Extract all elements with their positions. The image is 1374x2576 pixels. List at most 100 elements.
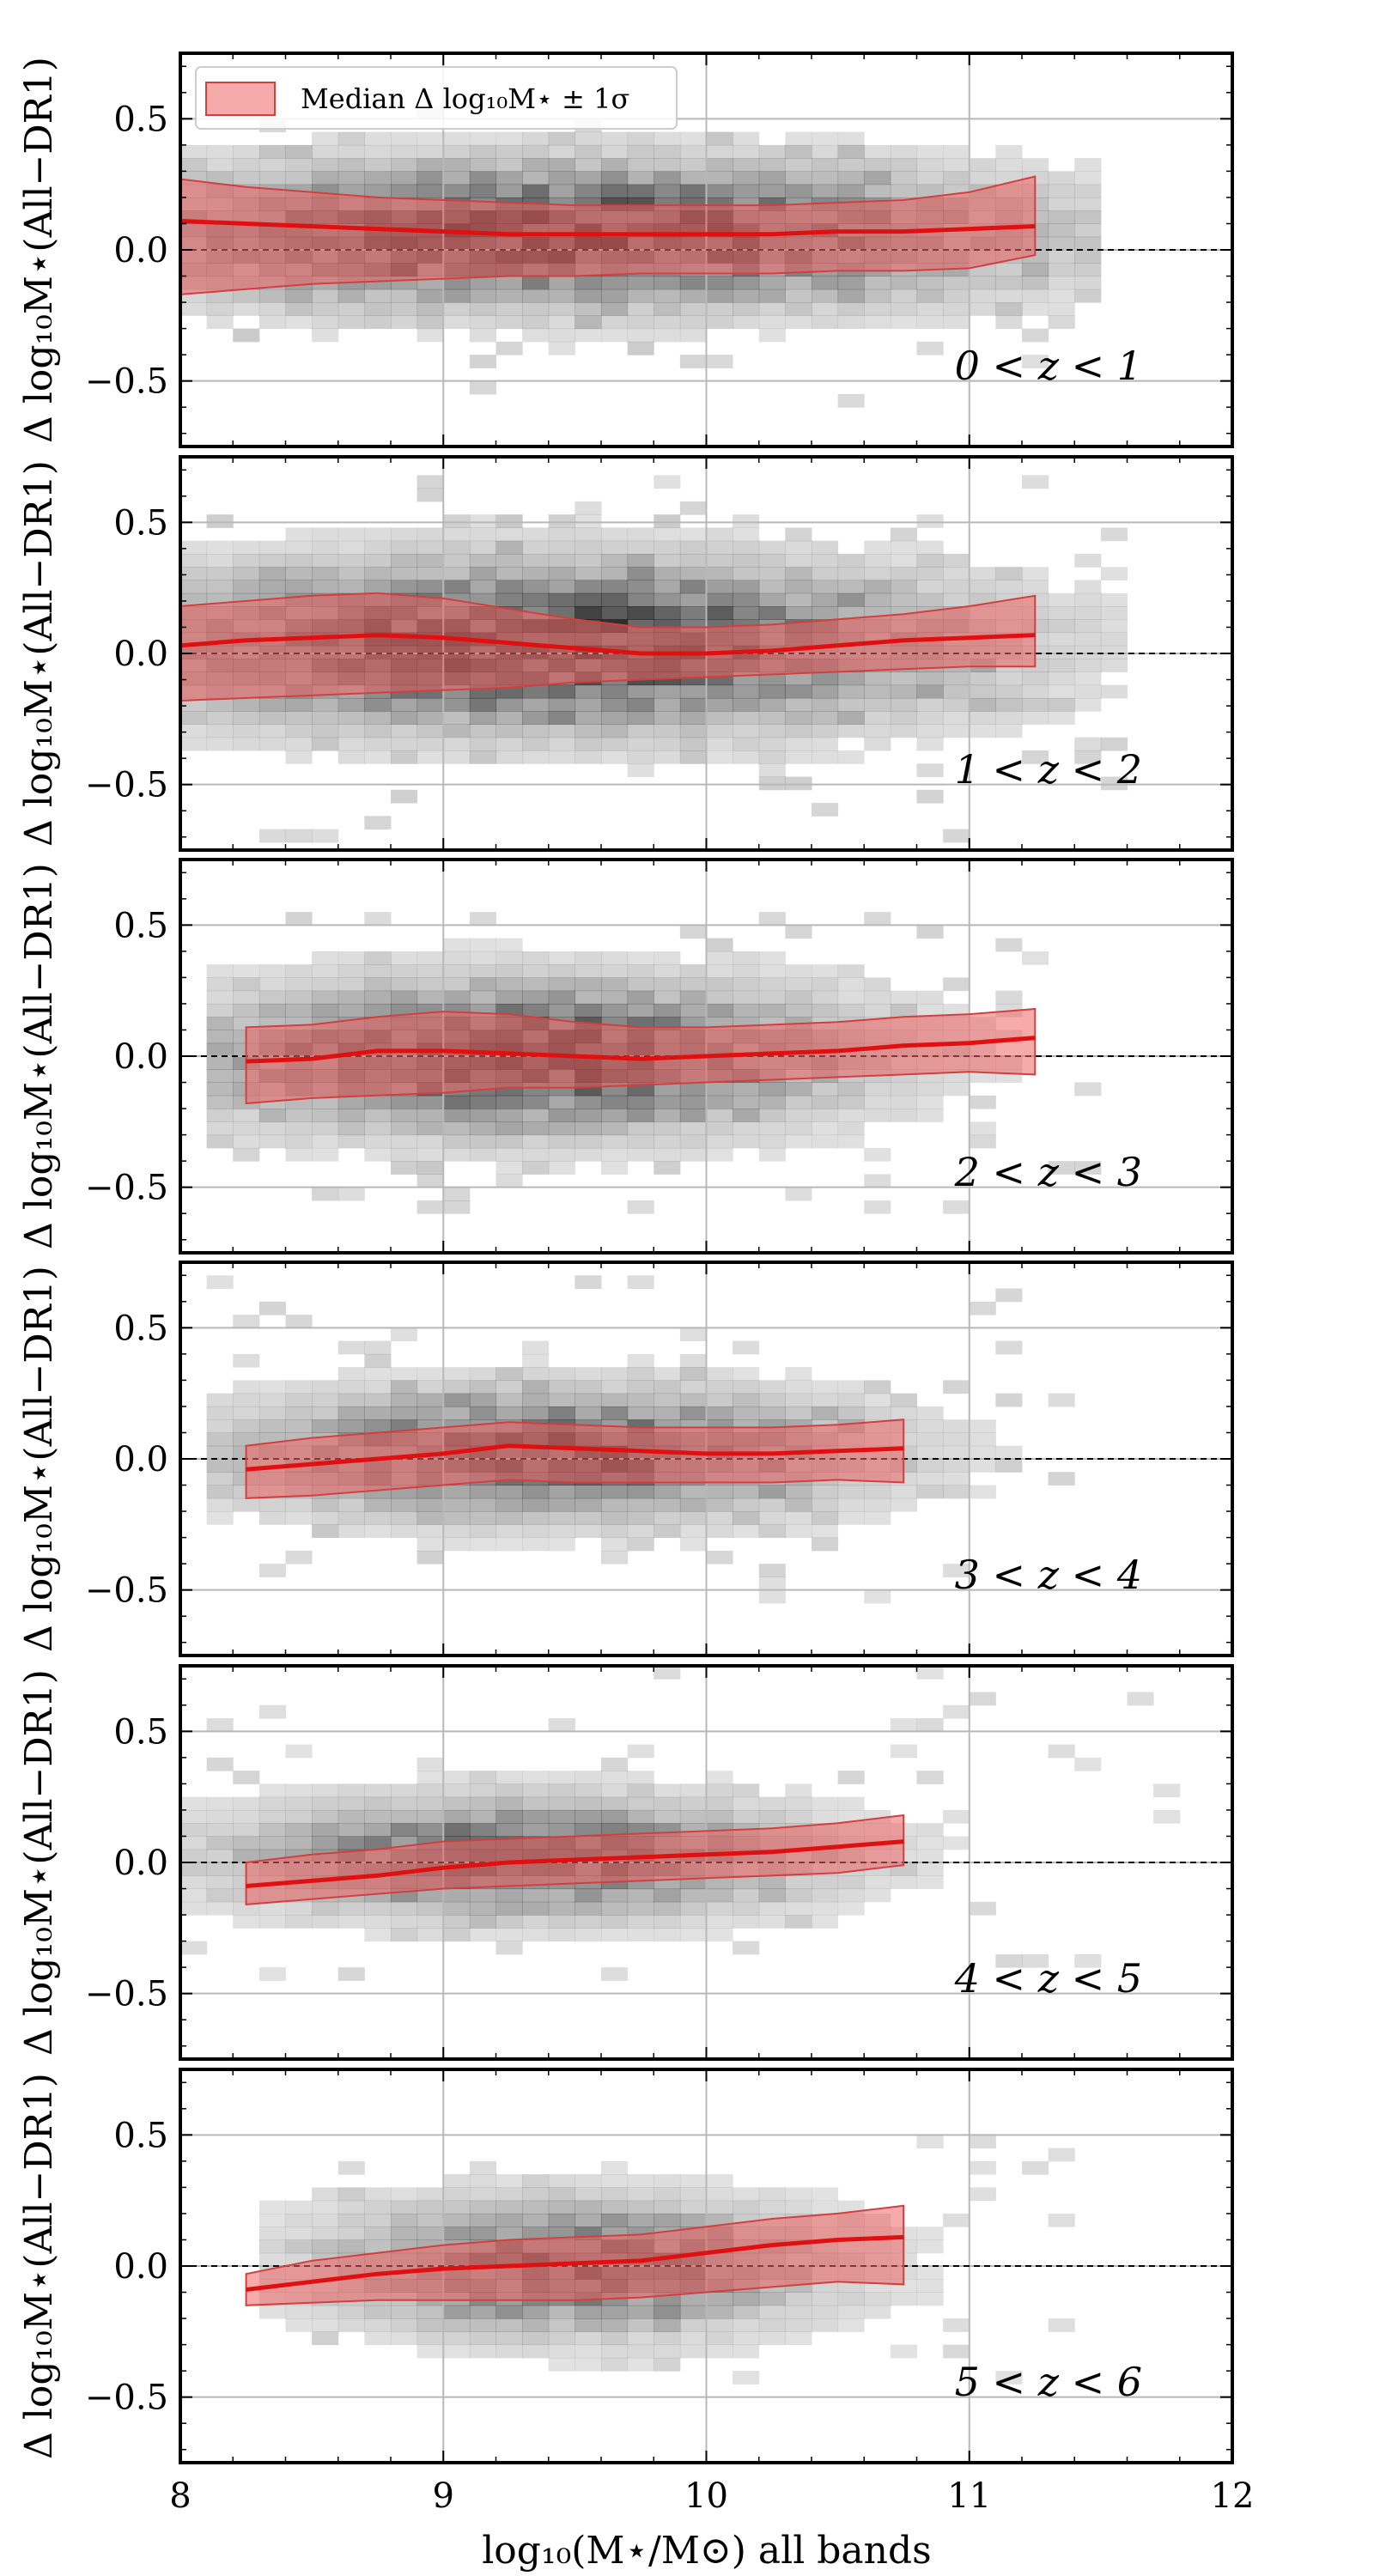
hist-bin xyxy=(601,1757,629,1771)
hist-bin xyxy=(391,1393,418,1407)
hist-bin xyxy=(522,289,550,303)
hist-bin xyxy=(416,527,444,542)
hist-bin xyxy=(654,1380,681,1394)
hist-bin xyxy=(495,1393,523,1407)
hist-bin xyxy=(575,1511,602,1525)
hist-bin xyxy=(812,171,839,185)
hist-bin xyxy=(548,1901,575,1916)
hist-bin xyxy=(469,131,496,146)
hist-bin xyxy=(312,302,339,316)
hist-bin xyxy=(601,580,629,594)
hist-bin xyxy=(391,1121,418,1136)
hist-bin xyxy=(206,1459,234,1473)
hist-bin xyxy=(364,527,392,542)
hist-bin xyxy=(364,1511,392,1525)
hist-bin xyxy=(654,592,681,607)
hist-bin xyxy=(733,964,760,978)
hist-bin xyxy=(285,1147,313,1162)
hist-bin xyxy=(1022,1953,1049,1968)
hist-bin xyxy=(495,592,523,607)
hist-bin xyxy=(548,131,575,146)
hist-bin xyxy=(679,1327,707,1342)
hist-bin xyxy=(1022,158,1049,172)
hist-bin xyxy=(258,540,286,555)
hist-bin xyxy=(416,737,444,751)
hist-bin xyxy=(364,302,392,316)
hist-bin xyxy=(391,553,418,568)
hist-bin xyxy=(312,711,339,725)
hist-bin xyxy=(890,592,917,607)
hist-bin xyxy=(575,1915,602,1929)
hist-bin xyxy=(943,1445,970,1460)
hist-bin xyxy=(601,1511,629,1525)
hist-bin xyxy=(258,315,286,330)
hist-bin xyxy=(706,1121,733,1136)
hist-bin xyxy=(469,1147,496,1162)
hist-bin xyxy=(864,1082,891,1097)
hist-bin xyxy=(733,1003,760,1018)
hist-bin xyxy=(312,1003,339,1018)
hist-bin xyxy=(943,977,970,992)
hist-bin xyxy=(627,1809,654,1824)
hist-bin xyxy=(654,1082,681,1097)
hist-bin xyxy=(812,580,839,594)
hist-bin xyxy=(601,328,629,343)
hist-bin xyxy=(575,724,602,738)
hist-bin xyxy=(180,580,208,594)
hist-bin xyxy=(654,328,681,343)
hist-bin xyxy=(679,592,707,607)
hist-bin xyxy=(337,2187,365,2202)
hist-bin xyxy=(312,315,339,330)
hist-bin xyxy=(943,1704,970,1719)
hist-bin xyxy=(916,1445,944,1460)
hist-bin xyxy=(495,1888,523,1903)
hist-bin xyxy=(679,171,707,185)
hist-bin xyxy=(758,1888,786,1903)
hist-bin xyxy=(916,592,944,607)
hist-bin xyxy=(733,553,760,568)
hist-bin xyxy=(548,711,575,725)
hist-bin xyxy=(837,977,865,992)
hist-bin xyxy=(495,527,523,542)
hist-bin xyxy=(495,144,523,159)
hist-bin xyxy=(837,580,865,594)
hist-bin xyxy=(443,158,471,172)
hist-bin xyxy=(679,1095,707,1109)
hist-bin xyxy=(206,1095,234,1109)
hist-bin xyxy=(258,289,286,303)
hist-bin xyxy=(575,1367,602,1381)
hist-bin xyxy=(679,1367,707,1381)
hist-bin xyxy=(364,289,392,303)
y-tick-label: −0.5 xyxy=(85,1975,168,2014)
hist-bin xyxy=(312,829,339,843)
hist-bin xyxy=(627,951,654,965)
hist-bin xyxy=(575,1823,602,1837)
hist-bin xyxy=(627,1353,654,1368)
hist-bin xyxy=(785,1796,812,1811)
hist-bin xyxy=(312,1406,339,1420)
hist-bin xyxy=(364,1367,392,1381)
hist-bin xyxy=(206,1109,234,1122)
hist-bin xyxy=(391,1796,418,1811)
hist-bin xyxy=(837,1082,865,1097)
hist-bin xyxy=(627,315,654,330)
hist-bin xyxy=(391,750,418,764)
hist-bin xyxy=(416,1796,444,1811)
hist-bin xyxy=(601,606,629,620)
hist-bin xyxy=(943,684,970,699)
hist-bin xyxy=(601,289,629,303)
hist-bin xyxy=(654,527,681,542)
hist-bin xyxy=(758,684,786,699)
hist-bin xyxy=(416,1380,444,1394)
y-tick-label: 0.5 xyxy=(113,2116,168,2155)
hist-bin xyxy=(443,289,471,303)
hist-bin xyxy=(258,1393,286,1407)
hist-bin xyxy=(812,567,839,581)
hist-bin xyxy=(495,1121,523,1136)
hist-bin xyxy=(679,2213,707,2227)
hist-bin xyxy=(258,977,286,992)
hist-bin xyxy=(654,302,681,316)
hist-bin xyxy=(812,289,839,303)
hist-bin xyxy=(706,2174,733,2188)
hist-bin xyxy=(601,750,629,764)
